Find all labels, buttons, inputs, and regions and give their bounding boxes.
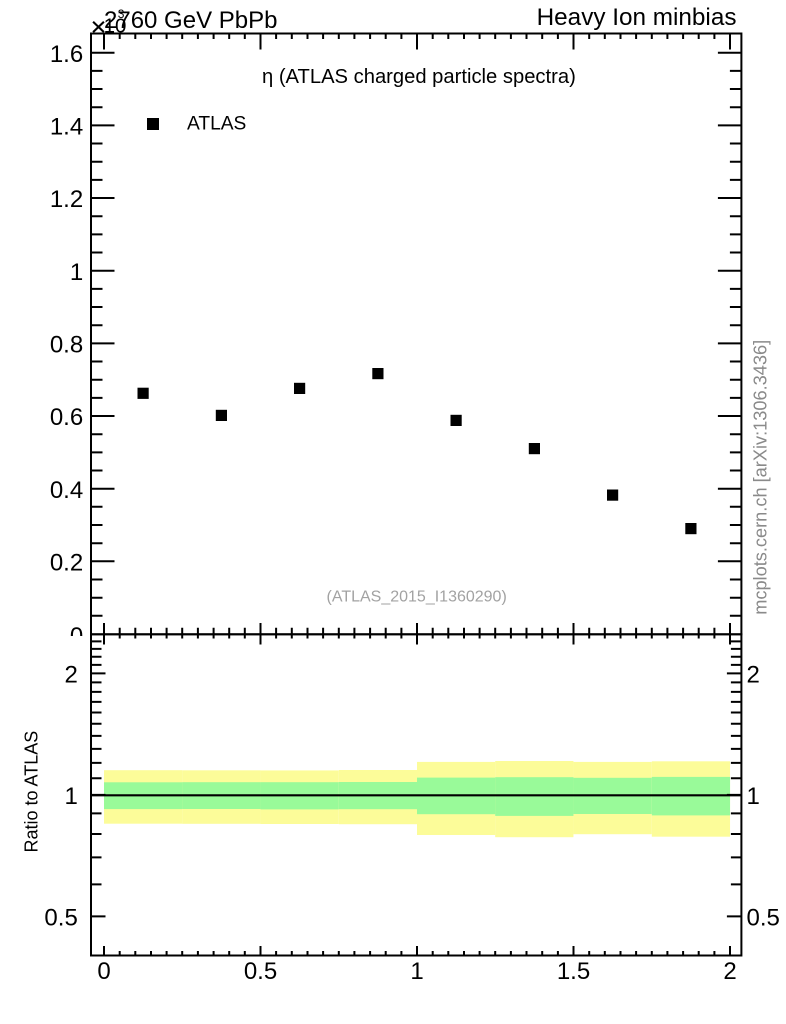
svg-text:1: 1 <box>70 259 83 286</box>
svg-text:(ATLAS_2015_I1360290): (ATLAS_2015_I1360290) <box>327 589 507 606</box>
svg-text:Ratio to ATLAS: Ratio to ATLAS <box>22 731 42 853</box>
svg-text:ATLAS: ATLAS <box>187 114 246 135</box>
svg-text:η (ATLAS charged particle spec: η (ATLAS charged particle spectra) <box>262 66 576 88</box>
svg-text:0.5: 0.5 <box>44 905 77 932</box>
svg-text:1: 1 <box>747 783 760 810</box>
svg-text:Heavy Ion minbias: Heavy Ion minbias <box>537 4 737 31</box>
svg-text:0.2: 0.2 <box>50 549 83 576</box>
svg-text:mcplots.cern.ch [arXiv:1306.34: mcplots.cern.ch [arXiv:1306.3436] <box>751 340 771 615</box>
svg-text:10: 10 <box>104 14 127 37</box>
svg-text:1.4: 1.4 <box>50 114 83 141</box>
svg-text:0.6: 0.6 <box>50 404 83 431</box>
svg-text:0.5: 0.5 <box>244 958 277 985</box>
svg-text:2760 GeV PbPb: 2760 GeV PbPb <box>104 7 277 34</box>
svg-text:1: 1 <box>64 783 77 810</box>
svg-text:0.5: 0.5 <box>747 905 780 932</box>
svg-text:2: 2 <box>747 662 760 689</box>
svg-text:3: 3 <box>118 7 125 21</box>
svg-text:0.4: 0.4 <box>50 477 83 504</box>
svg-text:2: 2 <box>723 958 736 985</box>
svg-text:1.6: 1.6 <box>50 41 83 68</box>
svg-text:0: 0 <box>70 623 83 650</box>
svg-text:1.5: 1.5 <box>557 958 590 985</box>
svg-text:0.8: 0.8 <box>50 332 83 359</box>
svg-text:0: 0 <box>97 958 110 985</box>
svg-text:2: 2 <box>64 662 77 689</box>
svg-text:1: 1 <box>410 958 423 985</box>
svg-text:1.2: 1.2 <box>50 186 83 213</box>
